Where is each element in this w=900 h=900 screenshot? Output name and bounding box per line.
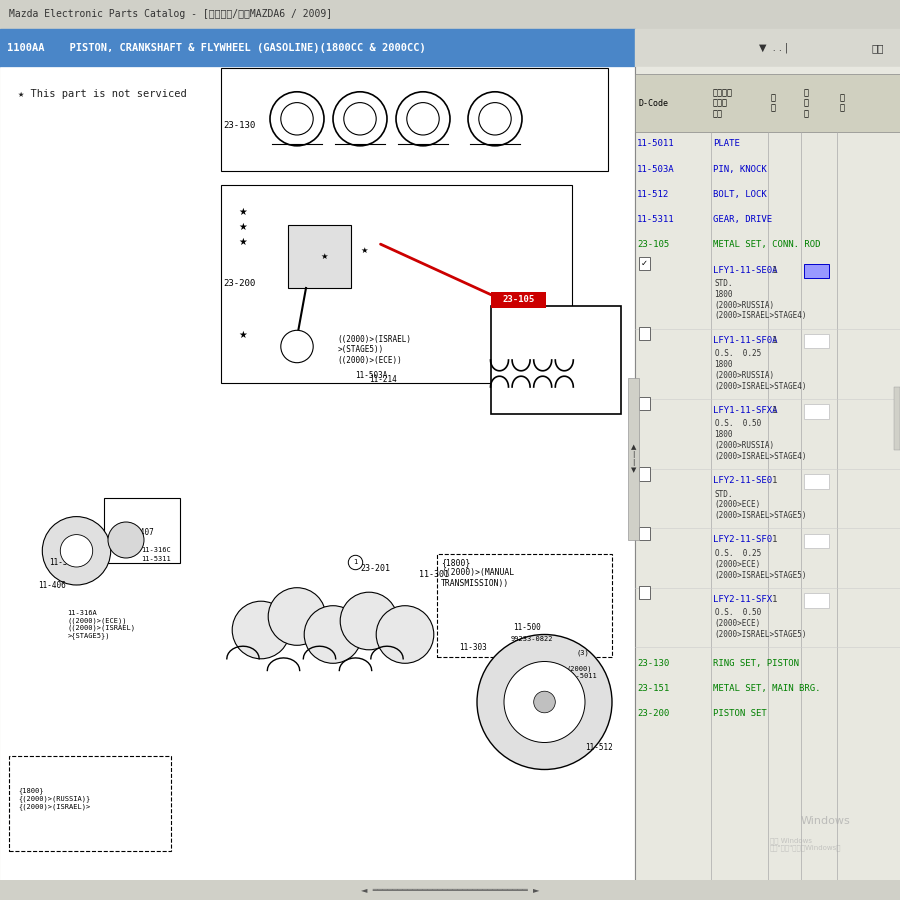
Bar — [628, 378, 639, 540]
Text: 1: 1 — [772, 595, 778, 604]
Bar — [104, 498, 180, 562]
Text: O.S.  0.50: O.S. 0.50 — [715, 608, 760, 617]
Bar — [436, 554, 612, 657]
Text: (2000>ISRAEL>STAGE4): (2000>ISRAEL>STAGE4) — [715, 452, 807, 461]
Circle shape — [340, 592, 398, 650]
Text: 23-105: 23-105 — [502, 295, 535, 304]
Text: 11-512: 11-512 — [637, 190, 670, 199]
Text: PLATE: PLATE — [713, 140, 740, 148]
Text: ★: ★ — [238, 206, 248, 217]
Bar — [220, 68, 608, 171]
Text: 1800: 1800 — [715, 290, 733, 299]
Text: LFY1-11-SF0A: LFY1-11-SF0A — [713, 336, 778, 345]
Bar — [0, 0, 900, 29]
Text: 23-201: 23-201 — [360, 564, 390, 573]
Text: STD.: STD. — [715, 279, 733, 288]
Text: 23-130: 23-130 — [637, 659, 670, 668]
Bar — [804, 534, 829, 548]
Text: 订
购
数: 订 购 数 — [804, 88, 809, 118]
Text: 1: 1 — [772, 266, 778, 274]
Text: ★: ★ — [320, 252, 328, 261]
Text: 激活 Windows
转到"设置"以激活Windows。: 激活 Windows 转到"设置"以激活Windows。 — [770, 837, 841, 851]
Bar — [220, 184, 572, 382]
Circle shape — [268, 588, 326, 645]
Text: 11-301: 11-301 — [418, 570, 448, 579]
Text: ★: ★ — [361, 246, 368, 255]
Circle shape — [60, 535, 93, 567]
Text: 11-512: 11-512 — [585, 742, 613, 752]
Bar — [491, 292, 546, 308]
Text: Mazda Electronic Parts Catalog - [目录图像/文本MAZDA6 / 2009]: Mazda Electronic Parts Catalog - [目录图像/文… — [9, 9, 332, 20]
Circle shape — [232, 601, 290, 659]
Text: 11-503A: 11-503A — [356, 371, 388, 380]
Text: 23-130: 23-130 — [223, 122, 256, 130]
Text: LFY2-11-SFX: LFY2-11-SFX — [713, 595, 772, 604]
Text: METAL SET, MAIN BRG.: METAL SET, MAIN BRG. — [713, 684, 820, 693]
Text: 1: 1 — [353, 560, 358, 565]
Text: 23-200: 23-200 — [223, 279, 256, 288]
Text: LFY2-11-SF0: LFY2-11-SF0 — [713, 536, 772, 544]
Text: METAL SET, CONN. ROD: METAL SET, CONN. ROD — [713, 240, 820, 249]
Text: 1: 1 — [772, 476, 778, 485]
Circle shape — [534, 691, 555, 713]
Text: (2000>ISRAEL>STAGE5): (2000>ISRAEL>STAGE5) — [715, 511, 807, 520]
Text: 信
息: 信 息 — [840, 94, 845, 112]
Text: (2000>ECE): (2000>ECE) — [715, 500, 760, 509]
Bar — [491, 306, 621, 414]
Bar — [288, 225, 351, 288]
Text: {1800}
((2000)>(MANUAL
TRANSMISSION)): {1800} ((2000)>(MANUAL TRANSMISSION)) — [441, 558, 514, 588]
Text: ▼  . . |: ▼ . . | — [760, 42, 788, 53]
Text: LFY1-11-SFXA: LFY1-11-SFXA — [713, 406, 778, 415]
Text: {1800}
{(2000)>(RUSSIA)}
{(2000)>(ISRAEL)>: {1800} {(2000)>(RUSSIA)} {(2000)>(ISRAEL… — [18, 788, 90, 810]
Text: (2000>RUSSIA): (2000>RUSSIA) — [715, 441, 775, 450]
Text: 11-5311: 11-5311 — [637, 215, 675, 224]
Text: O.S.  0.50: O.S. 0.50 — [715, 419, 760, 428]
Circle shape — [304, 606, 362, 663]
Text: 11-316A
((2000)>(ECE))
((2000)>(ISRAEL)
>{STAGE5}): 11-316A ((2000)>(ECE)) ((2000)>(ISRAEL) … — [68, 610, 136, 639]
Text: 数
量: 数 量 — [770, 94, 776, 112]
Bar — [639, 397, 650, 410]
Text: 11-316C: 11-316C — [141, 547, 171, 553]
Bar — [804, 334, 829, 348]
Text: (2000>ISRAEL>STAGE5): (2000>ISRAEL>STAGE5) — [715, 571, 807, 580]
Text: 23-105: 23-105 — [637, 240, 670, 249]
Text: 11-503A: 11-503A — [637, 165, 675, 174]
Bar — [804, 264, 829, 278]
Circle shape — [477, 634, 612, 770]
Text: 1: 1 — [772, 536, 778, 544]
Circle shape — [281, 330, 313, 363]
Text: 部件名称
部件号
说明: 部件名称 部件号 说明 — [713, 88, 733, 118]
Circle shape — [348, 555, 363, 570]
Text: 11-407: 11-407 — [126, 528, 154, 537]
Bar — [639, 586, 650, 599]
Text: 1800: 1800 — [715, 360, 733, 369]
Text: 11-214: 11-214 — [369, 375, 397, 384]
Text: (2000>ISRAEL>STAGE4): (2000>ISRAEL>STAGE4) — [715, 311, 807, 320]
Text: O.S.  0.25: O.S. 0.25 — [715, 349, 760, 358]
Circle shape — [376, 606, 434, 663]
Bar — [804, 593, 829, 608]
Text: ◄  ═══════════════════════════════  ►: ◄ ═══════════════════════════════ ► — [361, 886, 539, 895]
Text: RING SET, PISTON: RING SET, PISTON — [713, 659, 799, 668]
Text: (2000)
11-5011: (2000) 11-5011 — [567, 666, 597, 680]
Circle shape — [504, 662, 585, 742]
Text: ▲
|
|
▼: ▲ | | ▼ — [631, 445, 636, 473]
Text: ★: ★ — [238, 221, 248, 232]
Bar — [634, 67, 900, 882]
Bar — [634, 74, 900, 132]
Bar — [804, 404, 829, 419]
Bar — [634, 29, 900, 67]
Bar — [639, 526, 650, 540]
Bar — [9, 756, 171, 850]
Text: GEAR, DRIVE: GEAR, DRIVE — [713, 215, 772, 224]
Text: (2000>ECE): (2000>ECE) — [715, 560, 760, 569]
Text: PISTON SET: PISTON SET — [713, 709, 767, 718]
Circle shape — [42, 517, 111, 585]
Text: ★: ★ — [238, 329, 248, 340]
Text: 11-500: 11-500 — [513, 623, 541, 632]
Text: (2000>ISRAEL>STAGE4): (2000>ISRAEL>STAGE4) — [715, 382, 807, 391]
Circle shape — [108, 522, 144, 558]
Text: D-Code: D-Code — [638, 99, 668, 108]
Text: ★ This part is not serviced: ★ This part is not serviced — [18, 89, 187, 99]
Bar — [639, 256, 650, 270]
